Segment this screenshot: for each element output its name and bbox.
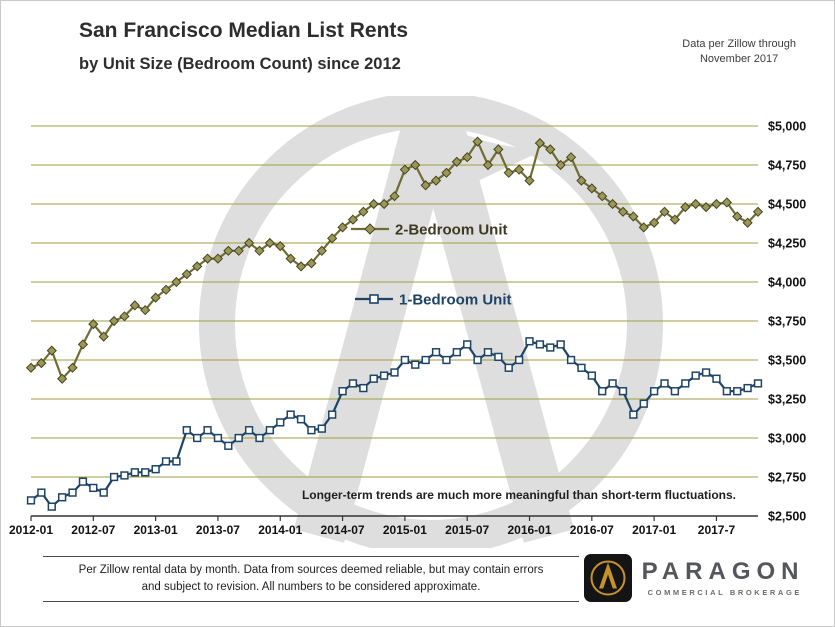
paragon-logo-icon [583, 554, 632, 602]
disclaimer-line2: and subject to revision. All numbers to … [141, 580, 481, 593]
svg-text:$4,750: $4,750 [768, 159, 806, 173]
svg-text:$4,000: $4,000 [768, 276, 806, 290]
svg-text:2014-01: 2014-01 [258, 523, 302, 537]
page-title: San Francisco Median List Rents [79, 19, 409, 42]
svg-text:2016-01: 2016-01 [507, 523, 551, 537]
footer: Per Zillow rental data by month. Data fr… [1, 546, 834, 626]
svg-text:2013-01: 2013-01 [134, 523, 178, 537]
disclaimer-line1: Per Zillow rental data by month. Data fr… [78, 564, 544, 576]
svg-text:2-Bedroom Unit: 2-Bedroom Unit [395, 222, 508, 239]
chart-area: $2,500 $2,750 $3,000 $3,250 $3,500 $3,750 $4,0… [1, 92, 834, 556]
svg-text:$2,750: $2,750 [768, 471, 806, 485]
svg-text:2015-01: 2015-01 [383, 523, 427, 537]
svg-text:2014-07: 2014-07 [321, 523, 365, 537]
svg-text:$2,500: $2,500 [768, 510, 806, 524]
data-source-note-line1: Data per Zillow through [682, 38, 796, 50]
data-source-note: Data per Zillow through November 2017 [682, 37, 796, 67]
svg-text:2012-01: 2012-01 [9, 523, 53, 537]
svg-text:2016-07: 2016-07 [570, 523, 614, 537]
page-subtitle: by Unit Size (Bedroom Count) since 2012 [79, 55, 401, 73]
svg-text:$3,750: $3,750 [768, 315, 806, 329]
data-source-note-line2: November 2017 [699, 52, 779, 65]
svg-text:2017-01: 2017-01 [632, 523, 676, 537]
svg-text:$3,500: $3,500 [768, 354, 806, 368]
svg-text:$3,250: $3,250 [768, 393, 806, 407]
paragon-logo-subtext-label: COMMERCIAL BROKERAGE [647, 587, 802, 597]
svg-text:2015-07: 2015-07 [445, 523, 489, 537]
watermark-logo [199, 92, 663, 556]
svg-text:2012-07: 2012-07 [71, 523, 115, 537]
svg-text:1-Bedroom Unit: 1-Bedroom Unit [399, 292, 512, 309]
svg-text:$4,500: $4,500 [768, 198, 806, 212]
paragon-logo: PARAGON COMMERCIAL BROKERAGE [583, 554, 808, 602]
paragon-logo-text: PARAGON COMMERCIAL BROKERAGE [641, 557, 808, 597]
svg-text:Longer-term trends are much mo: Longer-term trends are much more meaning… [302, 488, 736, 502]
svg-text:$4,250: $4,250 [768, 237, 806, 251]
chart-header: San Francisco Median List Rents by Unit … [1, 1, 834, 96]
svg-text:$5,000: $5,000 [768, 120, 806, 134]
svg-text:2017-7: 2017-7 [698, 523, 736, 537]
svg-text:$3,000: $3,000 [768, 432, 806, 446]
disclaimer-text: Per Zillow rental data by month. Data fr… [43, 556, 579, 603]
paragon-logo-subtext: COMMERCIAL BROKERAGE [642, 588, 808, 597]
svg-text:2013-07: 2013-07 [196, 523, 240, 537]
rent-chart: $2,500 $2,750 $3,000 $3,250 $3,500 $3,750 $4,0… [9, 92, 806, 556]
paragon-logo-name: PARAGON [641, 557, 805, 585]
